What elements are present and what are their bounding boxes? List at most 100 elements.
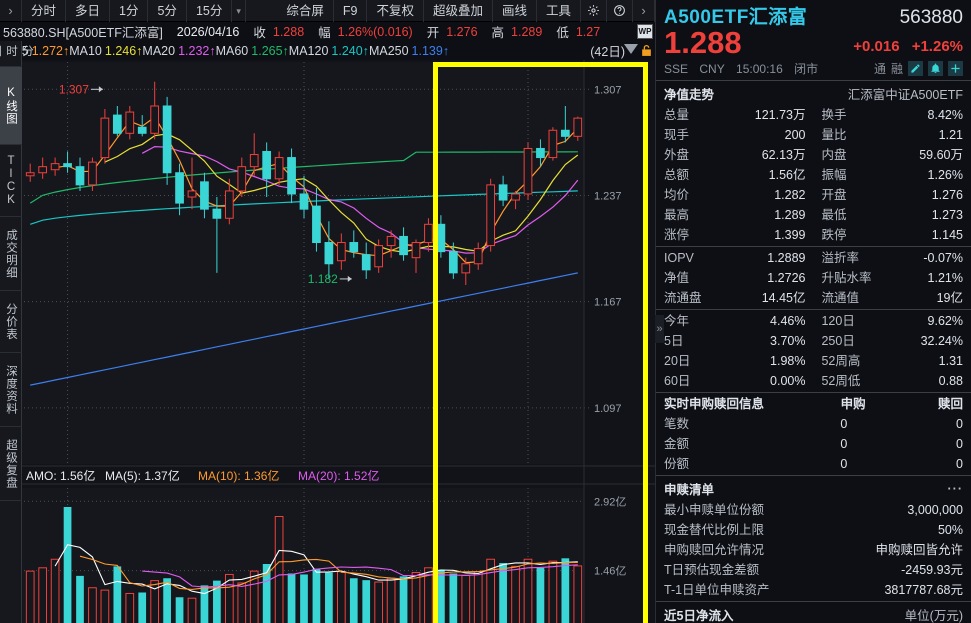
svg-text:1.182: 1.182 (308, 272, 338, 286)
row-value: 121.73万 (754, 108, 806, 122)
row-value: 1.399 (774, 228, 806, 242)
ma5-value: 1.272↑ (31, 43, 70, 58)
market-status: 闭市 (794, 62, 819, 76)
ma250-label: MA250 (368, 43, 409, 58)
price-change: +0.016 (853, 38, 900, 55)
svg-text:MA(10): 1.36亿: MA(10): 1.36亿 (198, 468, 279, 483)
button-f9[interactable]: F9 (334, 0, 368, 22)
button-no-adjust[interactable]: 不复权 (367, 0, 424, 22)
row-value: 200 (784, 128, 806, 142)
row-value: 1.21 (938, 128, 963, 142)
row-value: 1.98% (770, 354, 806, 368)
ma20-value: 1.232↑ (178, 43, 216, 58)
row-label: 笔数 (664, 417, 690, 431)
ma120-value: 1.240↑ (331, 43, 369, 58)
bell-icon[interactable] (928, 61, 943, 76)
row-value-redeem: 0 (956, 417, 963, 431)
symbol-info-row: 563880.SH[A500ETF汇添富] 2026/04/16 收 1.288… (0, 22, 655, 41)
netflow-unit: 单位(万元) (904, 609, 963, 623)
low-value: 1.27 (575, 24, 601, 39)
table-row: 总额 1.56亿 振幅 1.26% (656, 165, 971, 185)
high-label: 高 (491, 26, 505, 40)
kline-chart[interactable]: 1.307 1.237 1.167 1.097 1.307 1.182 2.92亿 1.46亿… (22, 60, 655, 623)
sidebar-item-1[interactable]: K线图 (0, 67, 22, 145)
sidebar-item-4[interactable]: 分价表 (0, 291, 22, 353)
period-days[interactable]: (42日) (590, 45, 625, 59)
toolbar-prev-arrow[interactable]: › (0, 0, 22, 22)
row-label: 均价 (664, 188, 690, 202)
exchange-label: SSE (664, 62, 689, 76)
tab-5min[interactable]: 5分 (148, 0, 187, 22)
row-value: -0.07% (923, 251, 963, 265)
divider (656, 309, 971, 310)
row-value: 1.282 (774, 188, 806, 202)
row-label: IOPV (664, 251, 694, 265)
quote-meta-row: SSE CNY 15:00:16 闭市 通 融 (664, 60, 963, 79)
sidebar-item-label: TICK (5, 154, 17, 207)
toolbar-next-arrow[interactable]: › (633, 0, 655, 22)
tab-fenshi[interactable]: 分时 (22, 0, 67, 22)
row-value-redeem: 0 (956, 457, 963, 471)
sidebar-item-label: 分时图 (0, 45, 33, 58)
sidebar-item-3[interactable]: 成交明细 (0, 217, 22, 291)
sidebar-item-6[interactable]: 超级复盘 (0, 427, 22, 501)
row-value: 1.145 (931, 228, 963, 242)
wp-badge[interactable]: WP (637, 24, 653, 39)
row-label: 最小申赎单位份额 (664, 503, 765, 517)
close-value: 1.288 (272, 24, 305, 39)
chevron-down-icon[interactable] (624, 44, 638, 54)
gear-icon[interactable] (581, 0, 607, 22)
panel-collapse-handle[interactable]: » (655, 315, 664, 343)
button-super-overlay[interactable]: 超级叠加 (424, 0, 493, 22)
svg-text:MA(5): 1.37亿: MA(5): 1.37亿 (105, 468, 180, 483)
button-tools[interactable]: 工具 (537, 0, 581, 22)
sidebar-item-2[interactable]: TICK (0, 145, 22, 217)
tab-1min[interactable]: 1分 (110, 0, 149, 22)
row-label: 流通盘 (664, 291, 702, 305)
button-draw-line[interactable]: 画线 (493, 0, 537, 22)
row-value: 19亿 (936, 291, 963, 305)
row-value-redeem: 0 (956, 437, 963, 451)
sidebar-item-5[interactable]: 深度资料 (0, 353, 22, 427)
chevron-down-icon[interactable]: ▾ (232, 0, 246, 22)
chart-canvas-wrap[interactable]: 1.307 1.237 1.167 1.097 1.307 1.182 2.92亿 1.46亿… (22, 60, 655, 623)
svg-text:AMO: 1.56亿: AMO: 1.56亿 (26, 468, 95, 483)
more-options-icon[interactable]: ··· (947, 481, 963, 496)
row-value: -2459.93元 (901, 563, 963, 577)
help-icon[interactable] (607, 0, 633, 22)
table-row: 净值 1.2726 升贴水率 1.21% (656, 268, 971, 288)
row-value: 0.00% (770, 374, 806, 388)
row-label: 升贴水率 (821, 271, 872, 285)
button-composite-screen[interactable]: 综合屏 (277, 0, 334, 22)
pcf-title: 申赎清单 (664, 483, 715, 497)
plus-icon[interactable] (948, 61, 963, 76)
row-value: 50% (937, 523, 963, 537)
lock-icon[interactable] (640, 44, 653, 57)
sidebar-item-label: 深度资料 (5, 364, 17, 415)
row-label: 总量 (664, 108, 690, 122)
row-label: T日预估现金差额 (664, 563, 760, 577)
table-row: T日预估现金差额 -2459.93元 (656, 560, 971, 580)
sidebar-item-0[interactable]: 分时图 (0, 41, 33, 67)
pcf-table: 最小申赎单位份额 3,000,000 现金替代比例上限 50% 申购赎回允许情况 申购赎回… (656, 500, 971, 600)
netflow-title: 近5日净流入 (664, 609, 734, 623)
price-change-pct: +1.26% (911, 38, 963, 55)
row-label: 250日 (821, 334, 855, 348)
row-value: 1.273 (931, 208, 963, 222)
svg-text:1.307: 1.307 (594, 84, 622, 96)
svg-text:1.167: 1.167 (594, 297, 622, 309)
low-label: 低 (556, 26, 569, 40)
row-value: 9.62% (927, 314, 963, 328)
row-label: 最低 (821, 208, 847, 222)
row-value: 62.13万 (761, 148, 806, 162)
tab-duori[interactable]: 多日 (66, 0, 111, 22)
row-value: 1.21% (927, 271, 963, 285)
pencil-icon[interactable] (908, 61, 923, 76)
divider (656, 392, 971, 393)
svg-text:1.307: 1.307 (59, 82, 89, 96)
tab-15min[interactable]: 15分 (187, 0, 233, 22)
row-label: 总额 (664, 168, 690, 182)
row-label: 今年 (664, 314, 690, 328)
chart-date: 2026/04/16 (176, 24, 240, 39)
table-row: 今年 4.46% 120日 9.62% (656, 311, 971, 331)
